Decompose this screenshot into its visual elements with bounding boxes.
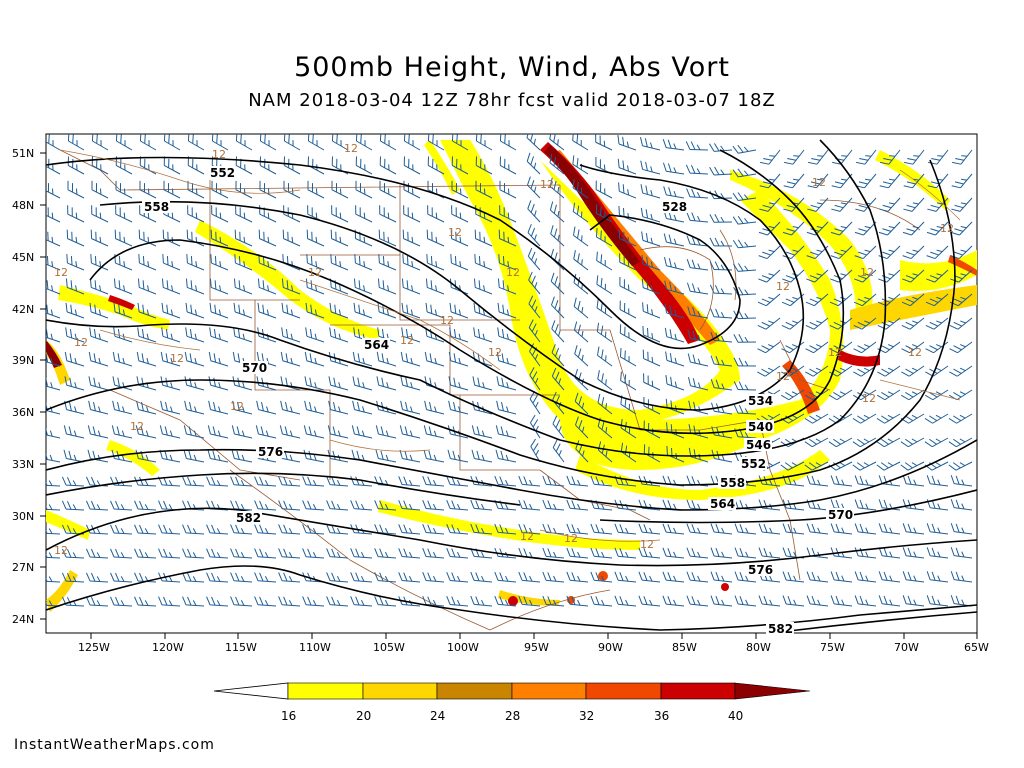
vorticity-labels: 12 12 12 12 12 12 12 12 12 12 12 12 12 1…	[54, 142, 954, 557]
colorbar-tick: 40	[728, 709, 743, 723]
lon-label: 110W	[299, 641, 331, 654]
lon-label: 120W	[152, 641, 184, 654]
contour-label: 576	[748, 563, 773, 577]
vort-label: 12	[776, 370, 790, 383]
lon-label: 70W	[894, 641, 919, 654]
lon-label: 125W	[78, 641, 110, 654]
lat-label: 33N	[12, 458, 34, 471]
contour-label: 564	[710, 497, 735, 511]
lon-label: 105W	[373, 641, 405, 654]
map-title: 500mb Height, Wind, Abs Vort	[294, 52, 730, 83]
lon-label: 95W	[524, 641, 549, 654]
vort-label: 12	[640, 538, 654, 551]
contour-label: 540	[748, 420, 773, 434]
contour-label: 552	[741, 457, 766, 471]
contour-label: 564	[364, 338, 389, 352]
colorbar-tick: 32	[579, 709, 594, 723]
vort-label: 12	[54, 266, 68, 279]
vort-label: 12	[540, 178, 554, 191]
contour-label: 534	[748, 394, 773, 408]
contour-label: 528	[662, 200, 687, 214]
contour-label: 576	[258, 445, 283, 459]
contour-label: 546	[746, 438, 771, 452]
colorbar: 16 20 24 28 32 36 40	[213, 682, 811, 723]
vort-label: 12	[488, 346, 502, 359]
latitude-axis: 51N 48N 45N 42N 39N 36N 33N 30N 27N 24N	[12, 147, 46, 626]
colorbar-tick: 28	[505, 709, 520, 723]
vort-label: 12	[448, 226, 462, 239]
vort-label: 12	[170, 352, 184, 365]
vort-label: 12	[812, 176, 826, 189]
lon-label: 75W	[820, 641, 845, 654]
colorbar-tick: 36	[654, 709, 669, 723]
contour-labels: 552 558 564 570 576 582 528 534 540 546 …	[142, 166, 854, 636]
vort-label: 12	[776, 280, 790, 293]
vorticity-contours	[59, 149, 961, 542]
contour-label: 558	[720, 476, 745, 490]
lat-label: 48N	[12, 199, 34, 212]
site-credit: InstantWeatherMaps.com	[14, 737, 215, 753]
vort-label: 12	[230, 400, 244, 413]
lat-label: 39N	[12, 354, 34, 367]
lat-label: 51N	[12, 147, 34, 160]
colorbar-tick: 24	[430, 709, 445, 723]
vort-label: 12	[308, 266, 322, 279]
lat-label: 36N	[12, 406, 34, 419]
lon-label: 100W	[447, 641, 479, 654]
political-borders	[59, 149, 921, 631]
lat-label: 45N	[12, 251, 34, 264]
lat-label: 27N	[12, 561, 34, 574]
lat-label: 30N	[12, 510, 34, 523]
lat-label: 42N	[12, 303, 34, 316]
vort-label: 12	[908, 346, 922, 359]
lon-label: 85W	[672, 641, 697, 654]
vort-label: 12	[130, 420, 144, 433]
lon-label: 115W	[225, 641, 257, 654]
vort-label: 12	[828, 346, 842, 359]
vort-label: 12	[564, 532, 578, 545]
lon-label: 65W	[964, 641, 989, 654]
vort-label: 12	[520, 530, 534, 543]
vort-label: 12	[440, 314, 454, 327]
lon-label: 80W	[746, 641, 771, 654]
contour-label: 558	[144, 200, 169, 214]
colorbar-tick: 16	[281, 709, 296, 723]
vort-label: 12	[54, 544, 68, 557]
longitude-axis: 125W 120W 115W 110W 105W 100W 95W 90W 85…	[78, 633, 989, 654]
vort-label: 12	[862, 392, 876, 405]
contour-label: 552	[210, 166, 235, 180]
vort-label: 12	[940, 222, 954, 235]
lat-label: 24N	[12, 613, 34, 626]
contour-label: 570	[242, 361, 267, 375]
vort-label: 12	[74, 336, 88, 349]
map-subtitle: NAM 2018-03-04 12Z 78hr fcst valid 2018-…	[248, 90, 776, 111]
contour-label: 570	[828, 508, 853, 522]
vort-label: 12	[344, 142, 358, 155]
colorbar-tick: 20	[356, 709, 371, 723]
lon-label: 90W	[598, 641, 623, 654]
height-contours	[46, 139, 977, 633]
vort-label: 12	[506, 266, 520, 279]
vort-label: 12	[212, 148, 226, 161]
vort-label: 12	[860, 266, 874, 279]
contour-label: 582	[768, 622, 793, 636]
vort-label: 12	[400, 334, 414, 347]
contour-label: 582	[236, 511, 261, 525]
